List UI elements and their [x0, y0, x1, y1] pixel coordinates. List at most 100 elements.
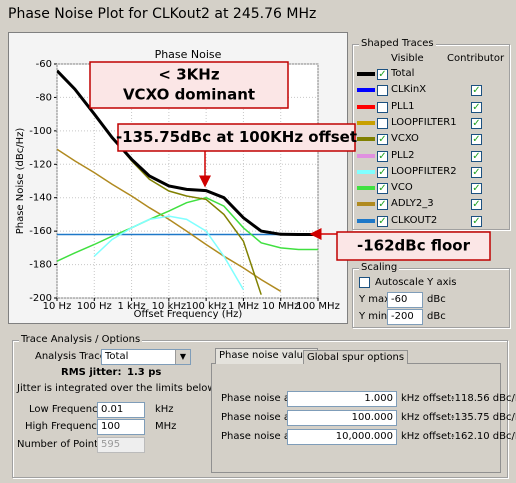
- legend-label: LOOPFILTER1: [391, 116, 457, 128]
- contributor-checkbox[interactable]: [471, 183, 482, 195]
- legend-swatch: [357, 104, 375, 109]
- x-axis-label: Offset Frequency (Hz): [134, 309, 243, 320]
- contributor-checkbox[interactable]: [471, 166, 482, 178]
- contributor-checkbox[interactable]: [471, 215, 482, 227]
- legend-swatch: [357, 137, 375, 142]
- text-field[interactable]: 100.000: [287, 410, 397, 426]
- field-label: Phase noise at: [221, 412, 294, 423]
- unit-label: kHz offset:: [401, 431, 455, 442]
- field-label: Phase noise at: [221, 431, 294, 442]
- visible-checkbox[interactable]: [377, 183, 388, 195]
- visible-checkbox[interactable]: [377, 85, 388, 97]
- text-field-disabled: 595: [97, 437, 145, 453]
- field-label: Y max: [359, 294, 391, 305]
- unit-label: kHz offset:: [401, 393, 455, 404]
- visible-checkbox[interactable]: [377, 69, 388, 80]
- x-tick-label: 100 MHz: [296, 301, 340, 312]
- result: -162.10 dBc/Hz: [451, 431, 516, 442]
- annotation-text: -162dBc floor: [357, 237, 471, 255]
- visible-checkbox[interactable]: [377, 117, 388, 129]
- legend-label: ADLY2_3: [391, 198, 434, 210]
- x-tick-label: 100 kHz: [186, 301, 227, 312]
- text-field[interactable]: 10,000.000: [287, 429, 397, 445]
- x-tick-label: 10 kHz: [152, 301, 186, 312]
- visible-checkbox[interactable]: [377, 101, 388, 113]
- dropdown-arrow[interactable]: ▼: [175, 350, 190, 364]
- y-tick-label: -100: [29, 126, 52, 137]
- group-title: Trace Analysis / Options: [19, 334, 143, 345]
- annotation-box: [89, 61, 289, 109]
- visible-checkbox[interactable]: [377, 150, 388, 162]
- contributor-checkbox[interactable]: [471, 134, 482, 146]
- legend-label: Total: [391, 68, 415, 79]
- y-tick-label: -200: [29, 293, 52, 304]
- visible-checkbox[interactable]: [377, 134, 388, 146]
- unit-label: dBc: [427, 294, 446, 305]
- dropdown[interactable]: Total ▼: [101, 349, 191, 365]
- field-label: Y min: [359, 311, 388, 322]
- visible-checkbox[interactable]: [377, 166, 388, 178]
- result: -135.75 dBc/Hz: [451, 412, 516, 423]
- y-tick-label: -180: [29, 260, 52, 271]
- contributor-checkbox[interactable]: [471, 199, 482, 211]
- window-title: Phase Noise Plot for CLKout2 at 245.76 M…: [8, 6, 317, 22]
- legend-swatch: [357, 218, 375, 223]
- checkbox[interactable]: [359, 277, 370, 288]
- dropdown-value: Total: [105, 351, 129, 362]
- field-label: Low Frequency:: [29, 404, 107, 415]
- visible-checkbox[interactable]: [377, 215, 388, 227]
- checkbox-label: Autoscale Y axis: [375, 277, 457, 288]
- legend-swatch: [357, 186, 375, 191]
- column-header: Visible: [391, 53, 424, 64]
- legend-swatch: [357, 120, 375, 125]
- field-label: Analysis Trace:: [35, 351, 110, 362]
- legend-label: VCXO: [391, 133, 419, 145]
- group-title: Scaling: [359, 262, 400, 273]
- group-title: Shaped Traces: [359, 38, 436, 49]
- annotation-text: VCXO dominant: [123, 86, 255, 104]
- contributor-checkbox[interactable]: [471, 85, 482, 97]
- trace-line: [93, 215, 245, 290]
- column-header: Contributor: [447, 53, 505, 64]
- trace-analysis-group: Trace Analysis / Options Analysis Trace:…: [12, 334, 516, 478]
- legend-label: VCO: [391, 182, 413, 194]
- legend-label: PLL1: [391, 100, 415, 112]
- field-label: Number of Points:: [17, 439, 107, 450]
- legend-swatch: [357, 202, 375, 207]
- x-tick-label: 100 Hz: [77, 301, 112, 312]
- text-field[interactable]: 0.01: [97, 402, 145, 418]
- text-field[interactable]: 1.000: [287, 391, 397, 407]
- contributor-checkbox[interactable]: [471, 150, 482, 162]
- y-tick-label: -60: [36, 59, 52, 70]
- contributor-checkbox[interactable]: [471, 101, 482, 113]
- x-tick-label: 10 MHz: [262, 301, 299, 312]
- unit-label: MHz: [155, 421, 177, 432]
- legend-swatch: [357, 88, 375, 93]
- legend-label: PLL2: [391, 149, 415, 161]
- legend-label: CLKinX: [391, 84, 427, 96]
- text-field[interactable]: 100: [97, 419, 145, 435]
- unit-label: kHz offset:: [401, 412, 455, 423]
- y-tick-label: -140: [29, 193, 52, 204]
- rms-jitter-value: 1.3 ps: [127, 367, 162, 378]
- legend-swatch: [357, 153, 375, 158]
- tab[interactable]: Global spur options: [303, 350, 409, 364]
- trace-line: [57, 148, 282, 292]
- y-tick-label: -120: [29, 159, 52, 170]
- unit-label: dBc: [427, 311, 446, 322]
- annotation-box: [117, 123, 356, 152]
- text-field[interactable]: -60: [387, 292, 423, 308]
- result: -118.56 dBc/Hz: [451, 393, 516, 404]
- visible-checkbox[interactable]: [377, 199, 388, 211]
- legend-swatch: [357, 169, 375, 174]
- legend-swatch: [357, 72, 375, 76]
- y-tick-label: -80: [36, 92, 52, 103]
- contributor-checkbox[interactable]: [471, 117, 482, 129]
- legend-label: CLKOUT2: [391, 214, 438, 226]
- text-field[interactable]: -200: [387, 309, 423, 325]
- x-tick-label: 10 Hz: [43, 301, 72, 312]
- y-tick-label: -160: [29, 226, 52, 237]
- scaling-group: Scaling Autoscale Y axis Y max -60 dBc Y…: [352, 262, 510, 328]
